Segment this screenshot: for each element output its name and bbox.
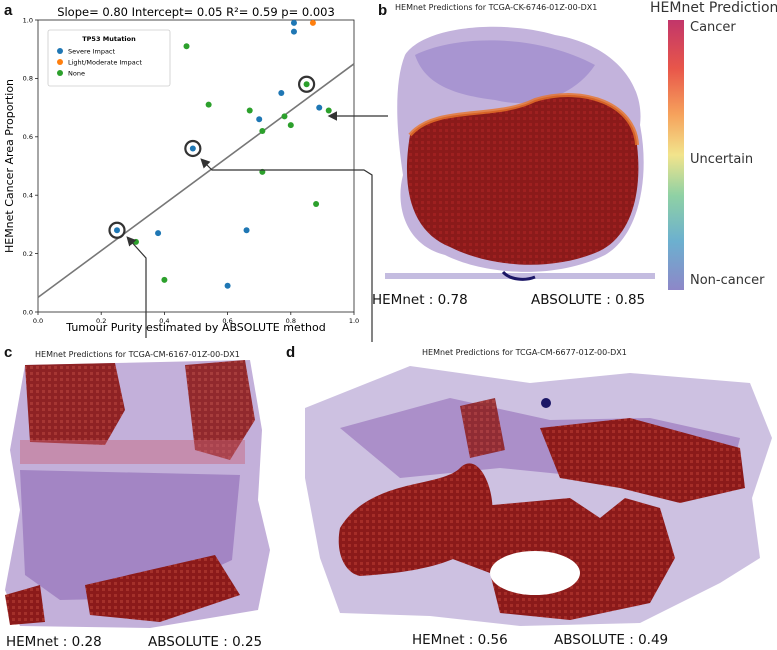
- x-tick-label: 0.8: [286, 317, 296, 325]
- cancer-region-c3: [85, 555, 240, 622]
- data-point-severe: [316, 104, 323, 111]
- cancer-region-c4: [5, 585, 45, 625]
- data-point-severe: [290, 19, 297, 26]
- cancer-region-c2: [185, 360, 255, 460]
- data-point-severe: [114, 227, 120, 234]
- slide-title-d: HEMnet Predictions for TCGA-CM-6677-01Z-…: [422, 348, 627, 357]
- hemnet-score-d: HEMnet : 0.56: [412, 632, 508, 648]
- lumen-gap-d: [490, 551, 580, 595]
- data-point-none: [325, 107, 332, 114]
- legend-label-light: Light/Moderate Impact: [68, 59, 142, 67]
- slide-image-b: [385, 26, 655, 281]
- slide-image-d: [305, 366, 772, 626]
- y-tick-label: 1.0: [23, 16, 33, 24]
- data-point-none: [161, 276, 168, 283]
- legend-box: [47, 29, 171, 87]
- pen-mark-b: [501, 270, 536, 281]
- data-point-light: [309, 19, 316, 26]
- x-tick-label: 0.4: [159, 317, 169, 325]
- y-tick-label: 0.2: [23, 250, 33, 258]
- cancer-region-d2: [540, 418, 745, 503]
- legend-label-none: None: [68, 70, 85, 78]
- slide-title-b: HEMnet Predictions for TCGA-CK-6746-01Z-…: [395, 3, 598, 12]
- panel-letter-c: c: [4, 344, 13, 361]
- colorbar-gradient: [668, 20, 684, 290]
- colorbar-label-mid: Uncertain: [690, 152, 754, 167]
- y-tick-label: 0.4: [23, 192, 33, 200]
- x-tick-label: 1.0: [349, 317, 359, 325]
- cancer-region-c: [25, 363, 125, 445]
- highlight-ring: [298, 75, 316, 93]
- y-axis-label: HEMnet Cancer Area Proportion: [3, 79, 16, 253]
- colorbar-title: HEMnet Prediction: [650, 0, 777, 16]
- y-tick-label: 0.0: [23, 308, 33, 316]
- data-point-severe: [155, 230, 162, 237]
- data-point-none: [287, 122, 294, 129]
- legend-marker-light: [57, 59, 63, 65]
- y-tick-label: 0.6: [23, 133, 33, 141]
- data-point-severe: [290, 28, 297, 35]
- panel-letter-d: d: [286, 344, 296, 361]
- pen-mark-d: [541, 398, 551, 408]
- scatter-chart: Slope= 0.80 Intercept= 0.05 R²= 0.59 p= …: [3, 5, 359, 334]
- cancer-edge-b: [408, 93, 639, 146]
- hemnet-score-b: HEMnet : 0.78: [372, 292, 468, 308]
- tissue-mucosa-b: [415, 40, 595, 104]
- data-point-severe: [243, 227, 250, 234]
- data-point-severe: [224, 282, 231, 289]
- data-point-none: [183, 43, 190, 50]
- absolute-score-b: ABSOLUTE : 0.85: [531, 292, 646, 308]
- regression-line: [37, 63, 355, 299]
- data-point-severe: [189, 145, 196, 152]
- data-point-severe: [278, 90, 285, 96]
- colorbar-label-bottom: Non-cancer: [690, 273, 765, 288]
- cancer-region-b: [406, 95, 639, 265]
- chart-title: Slope= 0.80 Intercept= 0.05 R²= 0.59 p= …: [57, 5, 335, 19]
- cancer-region-d4: [460, 398, 505, 458]
- mixed-band-c: [20, 440, 245, 464]
- highlight-ring: [108, 221, 126, 239]
- absolute-score-d: ABSOLUTE : 0.49: [554, 632, 669, 648]
- legend-title: TP53 Mutation: [82, 35, 136, 43]
- slide-label-strip-b: [385, 273, 655, 279]
- x-tick-label: 0.6: [222, 317, 232, 325]
- legend-label-severe: Severe Impact: [68, 48, 115, 56]
- data-point-none: [313, 200, 320, 207]
- colorbar: [668, 20, 684, 290]
- x-tick-label: 0.2: [96, 317, 106, 325]
- data-point-none: [246, 107, 253, 114]
- slide-title-c: HEMnet Predictions for TCGA-CM-6167-01Z-…: [35, 350, 240, 359]
- data-point-none: [303, 81, 310, 88]
- data-point-severe: [256, 116, 263, 123]
- data-point-none: [281, 113, 288, 120]
- hemnet-score-c: HEMnet : 0.28: [6, 634, 102, 650]
- panel-letter-b: b: [378, 2, 388, 19]
- x-tick-label: 0.0: [33, 317, 43, 325]
- legend-marker-none: [57, 70, 63, 76]
- highlight-ring: [184, 139, 202, 158]
- data-point-none: [259, 168, 266, 175]
- slide-image-c: [5, 360, 270, 628]
- legend: TP53 Mutation Severe Impact Light/Modera…: [47, 29, 171, 87]
- y-tick-label: 0.8: [23, 75, 33, 83]
- panel-letter-a: a: [4, 2, 13, 19]
- absolute-score-c: ABSOLUTE : 0.25: [148, 634, 263, 650]
- data-point-none: [132, 238, 139, 245]
- data-point-none: [259, 127, 266, 134]
- colorbar-label-top: Cancer: [690, 20, 736, 35]
- legend-marker-severe: [57, 48, 63, 54]
- data-point-none: [205, 101, 212, 108]
